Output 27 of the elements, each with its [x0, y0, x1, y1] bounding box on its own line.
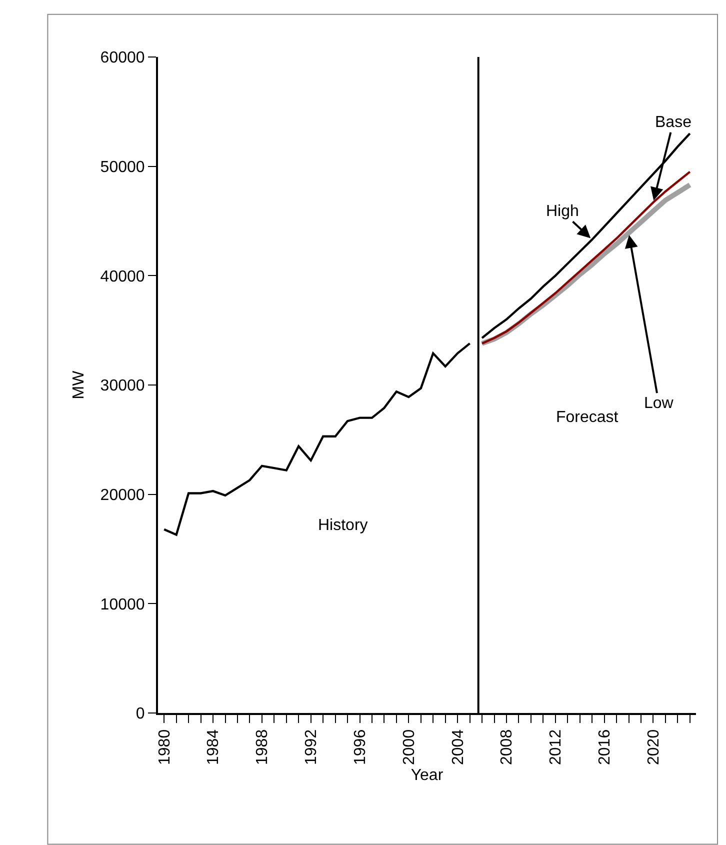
x-tick-label: 2008 — [498, 729, 516, 765]
y-tick-label: 20000 — [100, 486, 145, 504]
x-tick-label: 1992 — [303, 729, 320, 765]
x-tick-label: 2016 — [596, 729, 614, 765]
x-tick-label: 1984 — [205, 729, 222, 765]
annotation: History — [318, 517, 368, 534]
x-tick-label: 1988 — [254, 729, 272, 765]
series-label: High — [546, 203, 579, 220]
x-tick-label: 2020 — [645, 729, 662, 765]
x-tick-label: 1996 — [352, 729, 369, 765]
x-tick-label: 2000 — [400, 729, 418, 765]
x-tick-label: 1980 — [156, 729, 174, 765]
y-tick-label: 50000 — [100, 158, 145, 176]
x-tick-label: 2004 — [450, 729, 467, 765]
line-series — [163, 342, 471, 536]
x-axis-title: Year — [410, 766, 444, 784]
text: Low — [644, 395, 674, 412]
y-tick-label: 30000 — [100, 378, 145, 395]
y-tick-label: 10000 — [100, 596, 145, 614]
x-tick-label: 2012 — [548, 729, 565, 765]
annotation: Forecast — [556, 409, 619, 426]
y-tick-label: 60000 — [100, 50, 145, 67]
y-tick-label: 40000 — [100, 268, 145, 286]
y-tick-label: 0 — [136, 706, 145, 723]
line-series — [480, 132, 691, 340]
y-axis-title: MW — [70, 370, 88, 400]
text: Base — [655, 114, 692, 131]
